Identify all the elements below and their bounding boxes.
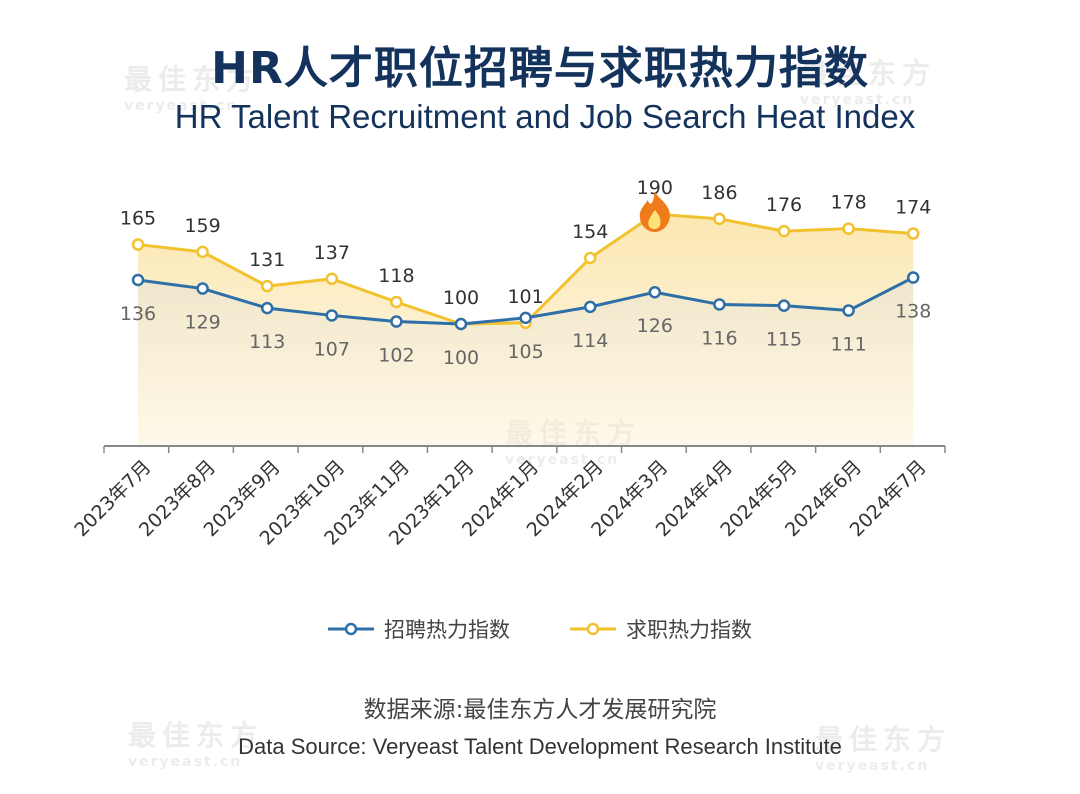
- legend-marker-jobsearch: [570, 622, 616, 636]
- chart-subtitle: HR Talent Recruitment and Job Search Hea…: [174, 98, 916, 135]
- source-en: Data Source: Veryeast Talent Development…: [238, 734, 842, 759]
- legend-item-jobsearch: 求职热力指数: [570, 614, 752, 644]
- recruit-point: [196, 282, 209, 295]
- jobsearch-value-label: 118: [378, 265, 414, 287]
- recruit-value-label: 114: [572, 330, 608, 352]
- jobsearch-value-label: 178: [830, 192, 866, 214]
- jobsearch-point: [842, 222, 855, 235]
- jobsearch-value-label: 190: [637, 177, 673, 199]
- recruit-value-label: 126: [637, 315, 673, 337]
- legend-marker-recruit: [328, 622, 374, 636]
- source-zh: 数据来源:最佳东方人才发展研究院: [363, 697, 717, 723]
- recruit-value-label: 116: [701, 327, 737, 349]
- recruit-point: [842, 304, 855, 317]
- jobsearch-value-label: 174: [895, 197, 931, 219]
- jobsearch-point: [777, 224, 791, 238]
- legend: 招聘热力指数 求职热力指数: [0, 614, 1080, 644]
- jobsearch-point: [260, 279, 274, 293]
- jobsearch-point: [713, 212, 726, 226]
- recruit-value-label: 105: [507, 341, 543, 363]
- recruit-point: [777, 299, 791, 312]
- recruit-point: [583, 300, 597, 314]
- jobsearch-point: [583, 251, 597, 265]
- jobsearch-value-label: 186: [701, 182, 737, 204]
- recruit-point: [131, 273, 145, 287]
- jobsearch-value-label: 131: [249, 249, 285, 271]
- jobsearch-point: [390, 295, 403, 309]
- recruit-point: [260, 301, 274, 315]
- jobsearch-point: [196, 245, 209, 259]
- jobsearch-value-label: 101: [507, 286, 543, 308]
- recruit-value-label: 136: [120, 303, 156, 325]
- recruit-point: [390, 315, 403, 328]
- jobsearch-value-label: 165: [120, 208, 156, 230]
- legend-item-recruit: 招聘热力指数: [328, 614, 510, 644]
- flame-icon-core: [648, 210, 661, 229]
- recruit-point: [713, 298, 726, 311]
- jobsearch-value-label: 100: [443, 287, 479, 309]
- recruit-point: [906, 271, 920, 284]
- jobsearch-point: [906, 227, 920, 240]
- jobsearch-value-label: 154: [572, 221, 608, 243]
- chart-title: HR人才职位招聘与求职热力指数: [211, 43, 869, 94]
- jobsearch-value-label: 159: [184, 215, 220, 237]
- recruit-value-label: 129: [184, 312, 220, 334]
- recruit-value-label: 113: [249, 331, 285, 353]
- jobsearch-value-label: 137: [314, 242, 350, 264]
- recruit-point: [519, 311, 532, 325]
- recruit-value-label: 115: [766, 329, 802, 351]
- recruit-value-label: 111: [830, 334, 866, 356]
- recruit-point: [648, 285, 662, 299]
- jobsearch-point: [131, 238, 145, 251]
- legend-label-recruit: 招聘热力指数: [384, 618, 510, 642]
- recruit-point: [454, 317, 468, 331]
- legend-label-jobsearch: 求职热力指数: [626, 618, 752, 642]
- jobsearch-value-label: 176: [766, 194, 802, 216]
- line-chart: 165 159 131 137 118 100 101 154 190 186 176 178 174 1…: [70, 177, 946, 550]
- recruit-value-label: 107: [314, 338, 350, 360]
- jobsearch-point: [325, 272, 339, 286]
- recruit-value-label: 102: [378, 345, 414, 367]
- recruit-point: [325, 309, 339, 322]
- recruit-value-label: 138: [895, 301, 931, 323]
- recruit-value-label: 100: [443, 347, 479, 369]
